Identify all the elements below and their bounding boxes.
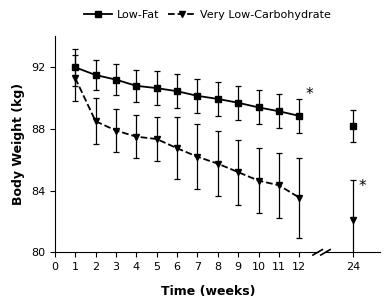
Legend: Low-Fat, Very Low-Carbohydrate: Low-Fat, Very Low-Carbohydrate [80, 5, 336, 24]
Text: *: * [305, 87, 313, 102]
Y-axis label: Body Weight (kg): Body Weight (kg) [13, 83, 25, 206]
Text: Time (weeks): Time (weeks) [160, 285, 255, 298]
Text: *: * [358, 178, 366, 194]
